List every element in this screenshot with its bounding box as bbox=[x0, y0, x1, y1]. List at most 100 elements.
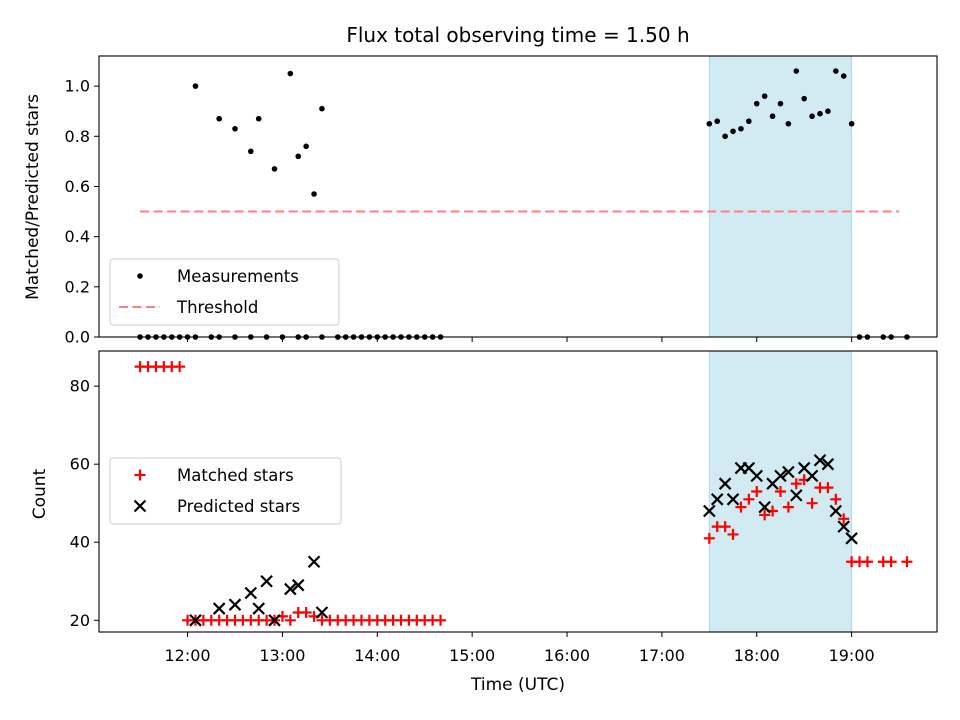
matched-stars-point bbox=[782, 501, 794, 513]
y-tick-label: 60 bbox=[70, 455, 90, 474]
predicted-stars-point bbox=[805, 469, 819, 483]
predicted-stars-point bbox=[790, 489, 803, 502]
predicted-stars-point bbox=[252, 602, 265, 615]
measurement-point bbox=[738, 125, 744, 132]
y-tick-label: 20 bbox=[70, 611, 90, 630]
x-tick-label: 12:00 bbox=[165, 646, 211, 665]
axes-frame bbox=[98, 350, 938, 633]
measurement-point bbox=[833, 68, 839, 74]
legend-box bbox=[109, 457, 342, 525]
plot-area bbox=[134, 361, 913, 627]
legend: Measurements Threshold bbox=[109, 258, 340, 326]
measurement-point bbox=[730, 128, 736, 135]
predicted-stars-point bbox=[718, 477, 732, 490]
measurement-point bbox=[793, 68, 800, 74]
matched-stars-point bbox=[861, 556, 873, 568]
axes-frame bbox=[98, 55, 938, 338]
measurement-point bbox=[761, 93, 768, 99]
measurement-point bbox=[295, 153, 302, 160]
measurement-point bbox=[255, 115, 262, 122]
matched-stars-point bbox=[703, 532, 715, 544]
y-tick-label: 1.0 bbox=[65, 77, 90, 96]
top-y-axis-label: Matched/Predicted stars bbox=[23, 94, 43, 300]
matched-stars-point bbox=[830, 493, 842, 505]
matched-stars-point bbox=[774, 486, 786, 497]
predicted-stars-point bbox=[133, 499, 147, 513]
x-tick-label: 14:00 bbox=[354, 646, 400, 665]
series-group bbox=[134, 361, 913, 626]
matched-stars-point bbox=[134, 469, 146, 481]
predicted-stars-point bbox=[845, 532, 858, 545]
predicted-stars-point bbox=[750, 469, 764, 483]
measurement-point bbox=[746, 118, 752, 125]
predicted-stars-point bbox=[813, 454, 827, 467]
measurement-point bbox=[848, 120, 855, 127]
measurement-point bbox=[840, 73, 847, 79]
x-tick-label: 13:00 bbox=[259, 646, 305, 665]
measurement-point bbox=[722, 133, 728, 140]
chart-title: Flux total observing time = 1.50 h bbox=[346, 23, 689, 47]
predicted-stars-point bbox=[284, 582, 297, 596]
legend-label: Threshold bbox=[176, 298, 258, 317]
matched-stars-point bbox=[727, 528, 739, 540]
measurement-point bbox=[769, 113, 776, 120]
measurement-point bbox=[232, 125, 238, 132]
matched-stars-point bbox=[719, 521, 731, 533]
matched-stars-point bbox=[822, 482, 834, 494]
legend: Matched stars Predicted stars bbox=[109, 457, 342, 525]
measurement-point bbox=[137, 273, 143, 279]
matched-stars-point bbox=[174, 361, 186, 373]
predicted-stars-point bbox=[244, 586, 258, 600]
matched-stars-point bbox=[743, 493, 755, 505]
predicted-stars-point bbox=[307, 555, 321, 569]
matched-stars-point bbox=[838, 513, 850, 525]
x-tick-label: 15:00 bbox=[449, 646, 495, 665]
top-panel: 0.0 0.2 0.4 0.6 0.8 1.0 Measurements Threshold bbox=[65, 55, 938, 347]
matched-stars-point bbox=[790, 478, 802, 490]
predicted-stars-point bbox=[774, 469, 787, 483]
measurement-point bbox=[706, 120, 713, 127]
predicted-stars-point bbox=[268, 614, 281, 627]
predicted-stars-point bbox=[821, 457, 835, 471]
matched-stars-point bbox=[885, 556, 897, 568]
measurement-point bbox=[319, 105, 325, 112]
shaded-interval bbox=[708, 55, 853, 338]
predicted-stars-point bbox=[758, 500, 771, 514]
measurement-point bbox=[192, 83, 199, 89]
predicted-stars-point bbox=[782, 465, 795, 479]
measurement-point bbox=[753, 100, 760, 107]
predicted-stars-point bbox=[710, 493, 724, 506]
legend-box bbox=[109, 258, 340, 326]
matched-stars-point bbox=[751, 486, 763, 497]
predicted-stars-point bbox=[189, 614, 202, 627]
measurement-point bbox=[248, 148, 254, 155]
predicted-stars-point bbox=[260, 574, 273, 588]
legend-label: Predicted stars bbox=[177, 497, 300, 516]
y-tick-label: 0.0 bbox=[65, 328, 90, 347]
measurement-point bbox=[801, 95, 807, 102]
predicted-stars-point bbox=[228, 598, 242, 611]
matched-stars-point bbox=[435, 614, 447, 626]
matched-stars-point bbox=[735, 501, 747, 513]
measurement-point bbox=[216, 115, 222, 122]
predicted-stars-point bbox=[291, 578, 305, 592]
bottom-panel: 20 40 60 80 12:00 13:00 14:00 15:00 16:00 17:00 18… bbox=[70, 350, 938, 665]
y-tick-label: 40 bbox=[70, 533, 90, 552]
legend-label: Matched stars bbox=[177, 466, 294, 485]
series-group bbox=[189, 454, 858, 627]
y-tick-label: 80 bbox=[70, 377, 90, 396]
measurement-point bbox=[817, 110, 823, 117]
matched-stars-point bbox=[759, 509, 771, 521]
x-tick-label: 18:00 bbox=[734, 646, 780, 665]
measurement-point bbox=[809, 113, 815, 120]
y-tick-label: 0.4 bbox=[65, 227, 90, 246]
matched-stars-point bbox=[901, 556, 913, 568]
measurement-point bbox=[303, 143, 309, 150]
bottom-y-axis-label: Count bbox=[30, 468, 50, 519]
predicted-stars-point bbox=[212, 602, 226, 615]
x-tick-label: 17:00 bbox=[639, 646, 685, 665]
measurement-point bbox=[714, 118, 721, 125]
measurement-point bbox=[777, 100, 784, 107]
legend-label: Measurements bbox=[177, 267, 299, 286]
